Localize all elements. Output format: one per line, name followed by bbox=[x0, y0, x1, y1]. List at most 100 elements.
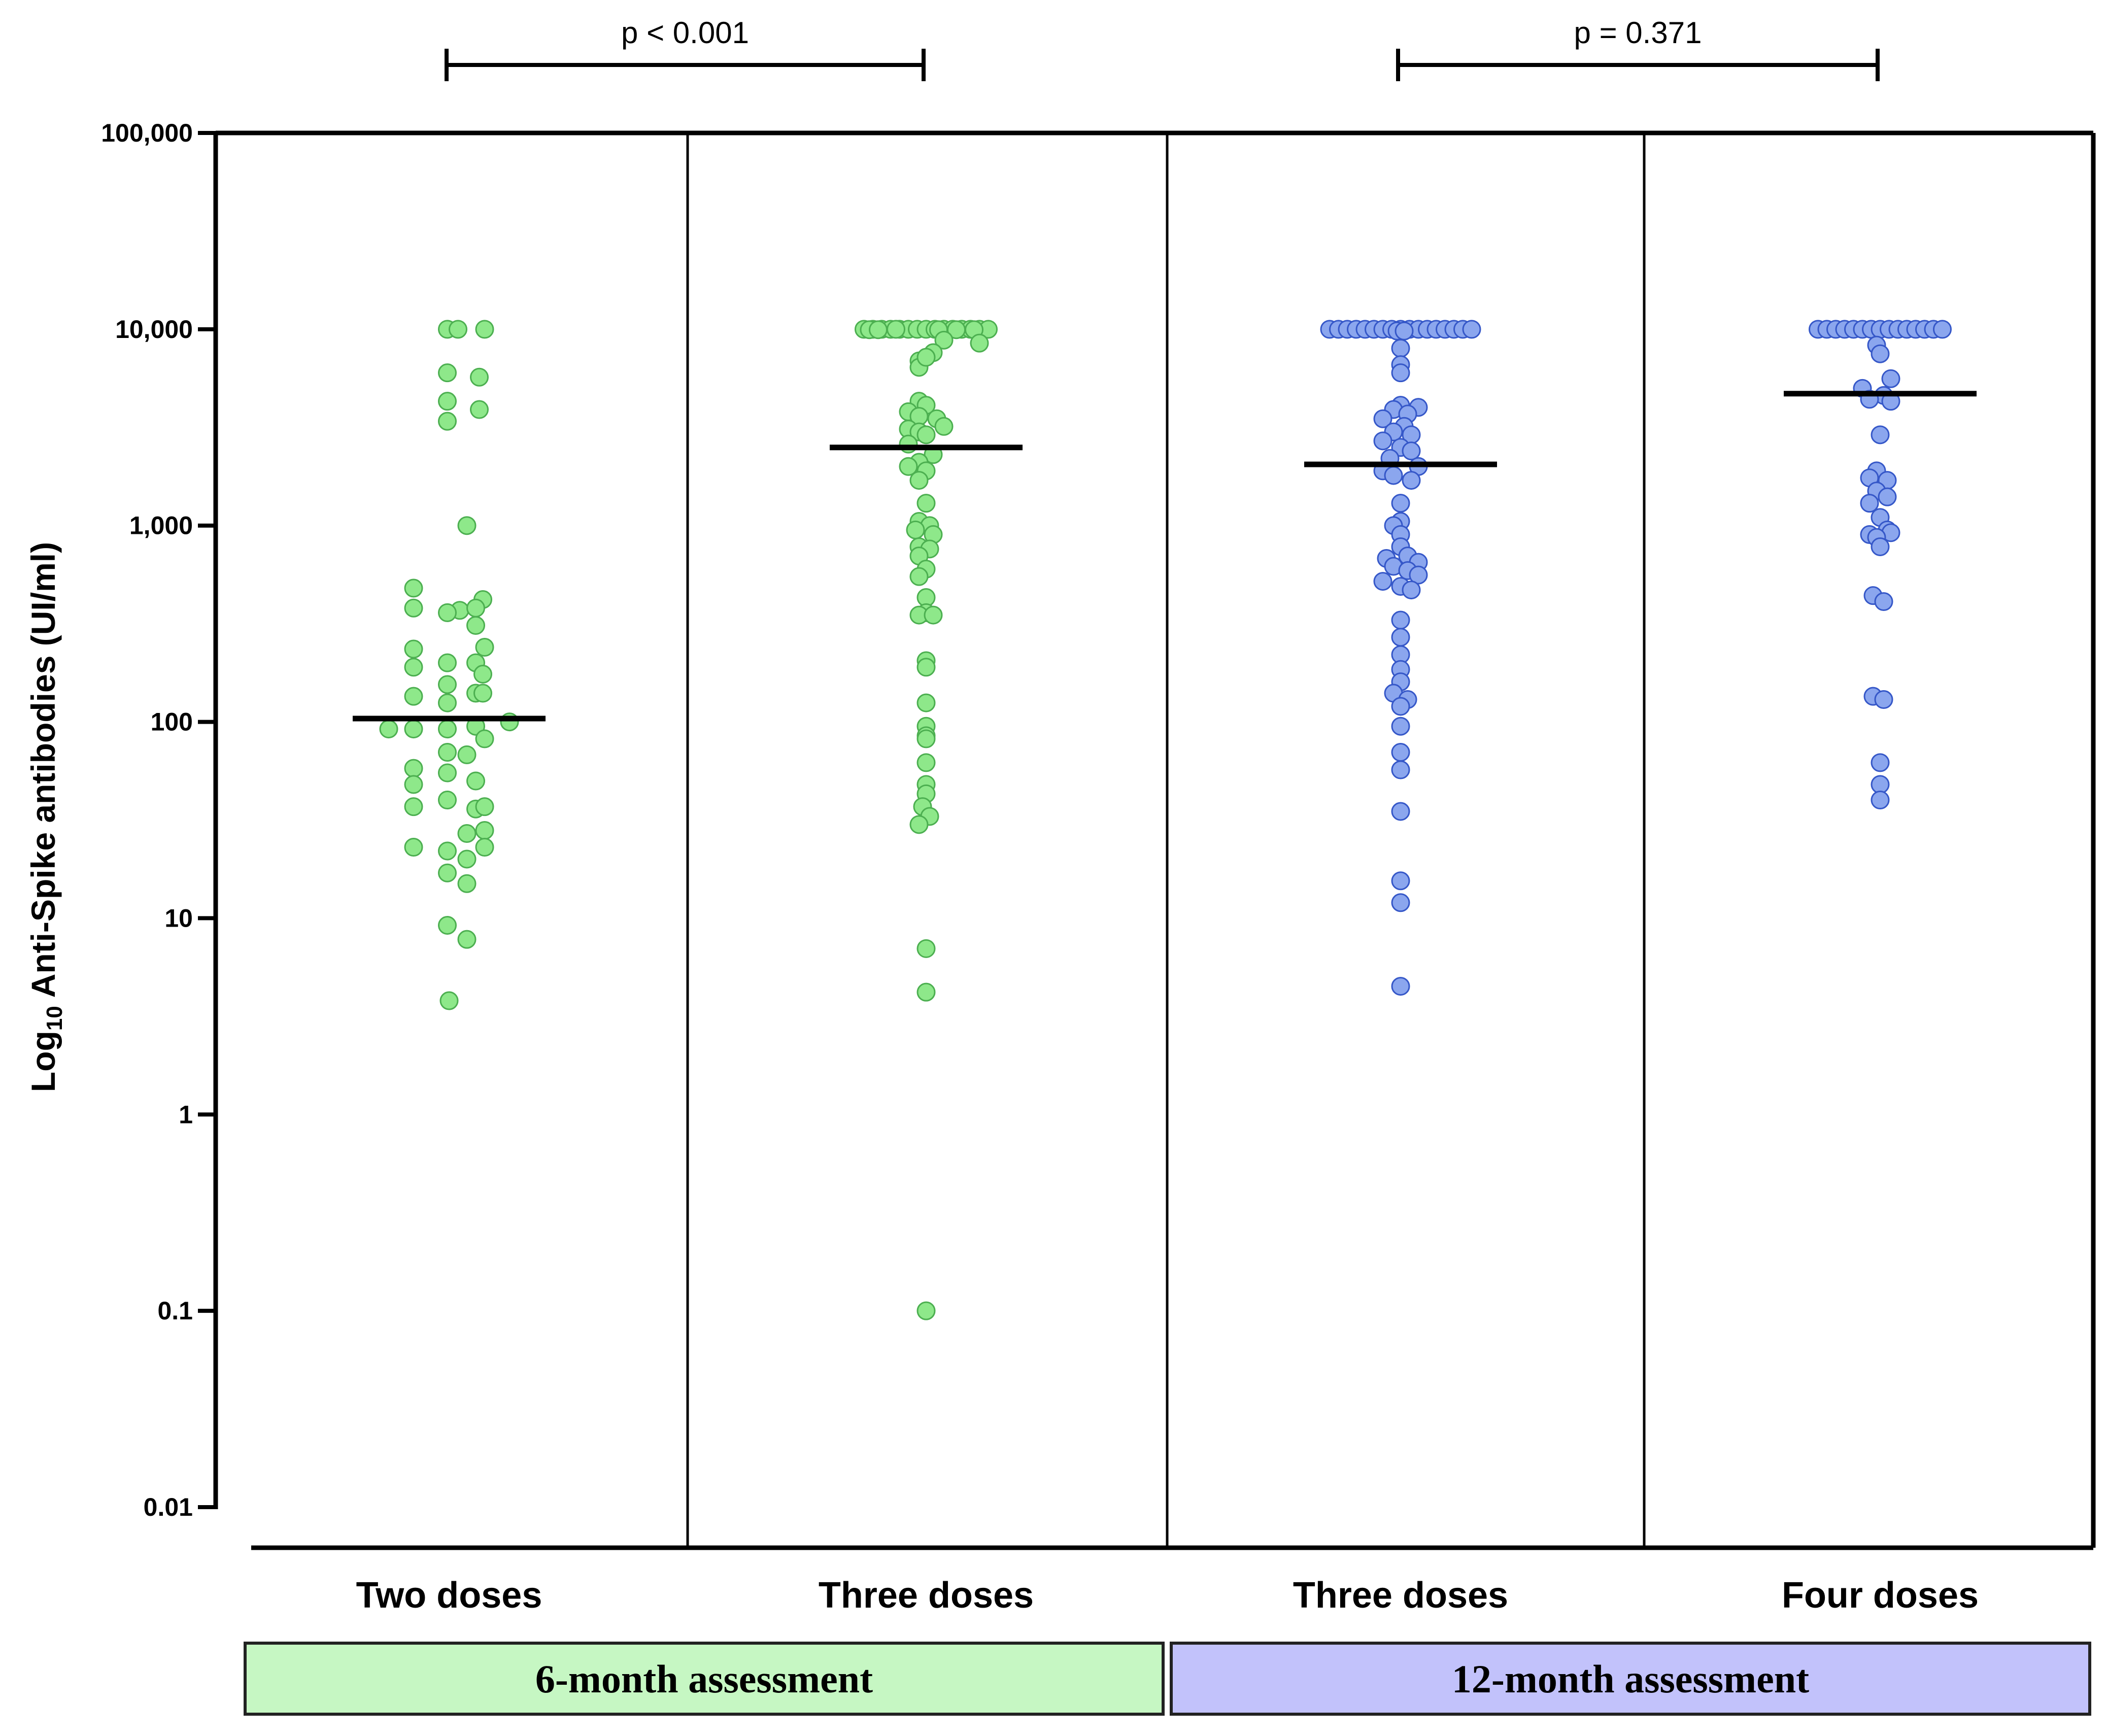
data-point bbox=[1871, 775, 1890, 794]
data-point bbox=[1391, 760, 1410, 779]
p-value-brackets: p < 0.001 p = 0.371 bbox=[445, 16, 1880, 81]
data-point bbox=[438, 675, 457, 694]
y-tick-label: 100 bbox=[151, 708, 193, 736]
data-point bbox=[404, 797, 423, 816]
data-point bbox=[1860, 494, 1879, 513]
data-point bbox=[1871, 537, 1890, 556]
data-point bbox=[438, 791, 457, 810]
data-point bbox=[1402, 471, 1421, 490]
data-point bbox=[457, 874, 477, 893]
data-points bbox=[379, 320, 1952, 1320]
data-point bbox=[475, 637, 494, 657]
data-point bbox=[1409, 565, 1428, 585]
data-point bbox=[475, 320, 494, 339]
data-point bbox=[1402, 581, 1421, 600]
data-point bbox=[1391, 697, 1410, 716]
data-point bbox=[457, 745, 477, 764]
data-point bbox=[1391, 363, 1410, 383]
y-tick-label: 0.1 bbox=[157, 1297, 193, 1325]
data-point bbox=[1373, 572, 1392, 591]
data-point bbox=[438, 693, 457, 712]
data-point bbox=[473, 665, 492, 684]
data-point bbox=[916, 425, 936, 445]
data-point bbox=[1384, 466, 1403, 485]
data-point bbox=[438, 915, 457, 935]
data-point bbox=[916, 982, 936, 1002]
group-label: 12-month assessment bbox=[1452, 1657, 1809, 1701]
data-point bbox=[1391, 871, 1410, 891]
category-label: Three doses bbox=[1293, 1575, 1508, 1616]
data-point bbox=[909, 567, 929, 586]
data-point bbox=[909, 815, 929, 834]
data-point bbox=[466, 616, 485, 635]
data-point bbox=[475, 729, 494, 748]
data-point bbox=[1373, 409, 1392, 428]
group-box bbox=[1170, 1642, 2091, 1716]
data-point bbox=[475, 837, 494, 857]
data-point bbox=[438, 412, 457, 431]
data-point bbox=[1391, 893, 1410, 912]
data-point bbox=[909, 471, 929, 490]
data-point bbox=[404, 775, 423, 794]
median-lines bbox=[353, 391, 1977, 722]
y-tick-label: 1,000 bbox=[129, 512, 193, 540]
data-point bbox=[470, 367, 489, 387]
data-point bbox=[457, 516, 477, 535]
data-point bbox=[1871, 344, 1890, 363]
data-point bbox=[457, 824, 477, 843]
group-box bbox=[244, 1642, 1165, 1716]
data-point bbox=[404, 578, 423, 598]
data-point bbox=[1878, 487, 1897, 506]
data-point bbox=[438, 841, 457, 861]
data-point bbox=[438, 603, 457, 622]
data-point bbox=[404, 837, 423, 857]
p-value-label: p < 0.001 bbox=[621, 16, 749, 50]
data-point bbox=[916, 658, 936, 677]
data-point bbox=[1373, 431, 1392, 451]
data-point bbox=[934, 330, 954, 350]
data-point bbox=[1871, 425, 1890, 445]
data-point bbox=[404, 658, 423, 677]
data-point bbox=[916, 348, 936, 367]
data-point bbox=[438, 763, 457, 782]
data-point bbox=[916, 494, 936, 513]
plot-frame bbox=[216, 130, 2096, 1550]
data-point bbox=[916, 1301, 936, 1320]
data-point bbox=[1391, 610, 1410, 630]
data-point bbox=[887, 320, 905, 339]
data-point bbox=[1871, 753, 1890, 772]
data-point bbox=[1391, 977, 1410, 996]
data-point bbox=[1462, 320, 1481, 339]
data-point bbox=[475, 797, 494, 816]
data-point bbox=[916, 729, 936, 748]
y-tick-label: 100,000 bbox=[101, 119, 193, 147]
p-value-label: p = 0.371 bbox=[1574, 16, 1702, 50]
data-point bbox=[470, 400, 489, 419]
data-point bbox=[1391, 742, 1410, 762]
y-axis-label: Log10 Anti-Spike antibodies (UI/ml) bbox=[24, 542, 67, 1092]
data-point bbox=[1391, 628, 1410, 647]
data-point bbox=[1395, 321, 1414, 341]
data-point bbox=[906, 520, 925, 539]
data-point bbox=[1933, 320, 1952, 339]
y-tick-label: 1 bbox=[179, 1100, 193, 1129]
data-point bbox=[404, 759, 423, 778]
group-label: 6-month assessment bbox=[535, 1657, 873, 1701]
y-tick-label: 10 bbox=[164, 904, 193, 932]
category-label: Four doses bbox=[1782, 1575, 1979, 1616]
assessment-groups: 6-month assessment 12-month assessment bbox=[244, 1642, 2091, 1716]
data-point bbox=[438, 742, 457, 762]
y-tick-label: 10,000 bbox=[115, 315, 193, 344]
data-point bbox=[438, 720, 457, 739]
data-point bbox=[1391, 802, 1410, 821]
data-point bbox=[404, 687, 423, 706]
category-label: Two doses bbox=[356, 1575, 542, 1616]
data-point bbox=[466, 598, 485, 618]
data-point bbox=[404, 720, 423, 739]
data-point bbox=[404, 639, 423, 659]
category-label: Three doses bbox=[819, 1575, 1034, 1616]
data-point bbox=[916, 939, 936, 958]
data-point bbox=[438, 392, 457, 411]
data-point bbox=[869, 320, 888, 339]
